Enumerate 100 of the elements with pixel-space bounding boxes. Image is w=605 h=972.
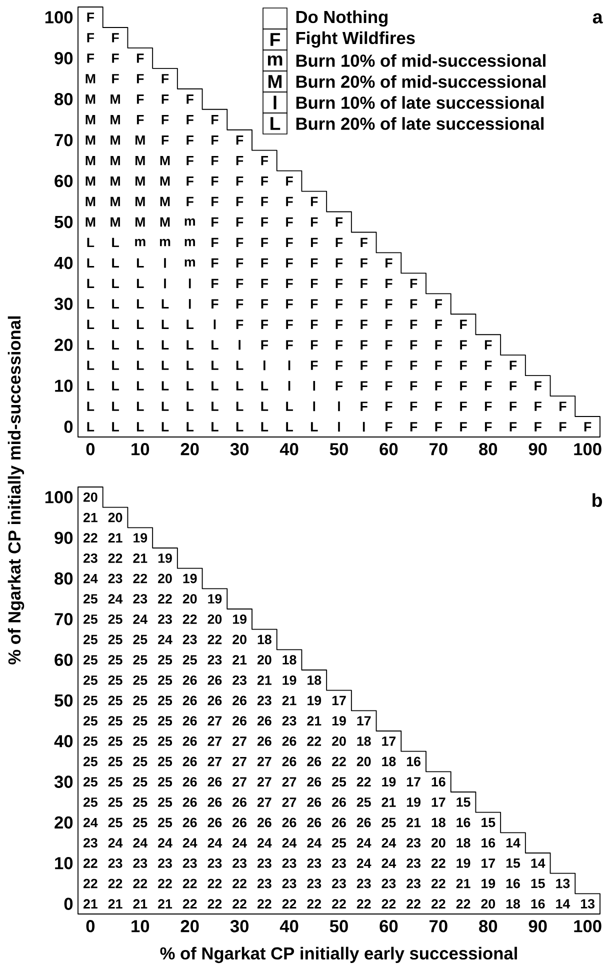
data-label: 25: [182, 655, 197, 665]
y-tick-label: 50: [54, 216, 73, 228]
text: F: [584, 422, 592, 432]
data-label: 26: [307, 756, 322, 766]
text: F: [186, 94, 194, 104]
data-label: 23: [406, 878, 421, 888]
data-label: 22: [307, 736, 322, 746]
text: F: [560, 402, 566, 411]
x-tick-label: 80: [479, 443, 498, 456]
data-label: 26: [182, 777, 197, 787]
x-tick-label: 90: [528, 443, 547, 456]
text: L: [286, 422, 293, 432]
data-label: 25: [133, 736, 148, 746]
text: F: [534, 381, 542, 390]
data-label: 23: [208, 858, 222, 868]
text: F: [386, 402, 392, 411]
y-tick-label: 60: [54, 654, 73, 666]
text: m: [135, 238, 146, 246]
text: F: [534, 402, 542, 411]
text: F: [386, 278, 392, 288]
data-label: 25: [83, 655, 98, 665]
text: l: [338, 422, 340, 432]
y-tick-label: 20: [54, 338, 73, 351]
text: F: [360, 278, 368, 288]
data-label: 23: [232, 858, 247, 868]
data-label: 26: [208, 797, 222, 807]
text: L: [87, 381, 94, 390]
text: L: [162, 381, 169, 390]
data-label: 24: [382, 838, 396, 848]
data-label: 17: [332, 696, 346, 706]
text: F: [186, 136, 194, 145]
data-label: 23: [307, 858, 322, 868]
y-tick-label: 80: [54, 572, 73, 585]
data-label: 25: [133, 675, 148, 685]
data-label: 19: [134, 533, 148, 543]
text: F: [336, 360, 343, 370]
data-label: 23: [108, 574, 122, 584]
text: L: [162, 340, 169, 350]
y-tick-label: 50: [54, 694, 73, 707]
data-label: 23: [108, 858, 122, 868]
text: F: [435, 340, 442, 350]
data-label: 19: [232, 614, 246, 624]
data-label: 24: [83, 818, 98, 828]
text: M: [160, 176, 170, 186]
text: F: [261, 196, 268, 206]
data-label: 25: [133, 696, 148, 706]
data-label: 21: [257, 676, 272, 685]
data-label: 25: [382, 818, 396, 828]
text: l: [313, 380, 316, 391]
text: F: [162, 115, 169, 124]
text: M: [86, 94, 96, 104]
text: M: [110, 217, 120, 227]
text: F: [162, 94, 169, 104]
data-label: 22: [406, 899, 420, 908]
x-tick-label: 60: [380, 443, 398, 456]
data-label: 26: [332, 818, 346, 828]
data-label: 25: [158, 716, 172, 726]
data-label: 22: [182, 899, 197, 908]
y-axis-title: % of Ngarkat CP initially mid-successional: [8, 316, 24, 664]
text: L: [136, 299, 144, 308]
text: F: [261, 217, 268, 227]
data-label: 25: [133, 818, 148, 828]
data-label: 24: [108, 838, 123, 848]
data-label: 20: [83, 492, 98, 502]
text: M: [110, 196, 120, 206]
text: M: [135, 156, 145, 166]
data-label: 23: [133, 594, 148, 604]
text: F: [410, 340, 418, 350]
text: F: [286, 320, 293, 329]
data-label: 24: [382, 858, 396, 868]
data-label: 22: [208, 634, 222, 644]
data-label: 25: [83, 777, 98, 787]
data-label: 15: [456, 798, 470, 807]
x-tick-label: 100: [574, 443, 602, 456]
data-label: 20: [158, 574, 172, 584]
text: F: [435, 381, 442, 390]
text: L: [87, 340, 94, 350]
data-label: 18: [308, 675, 322, 685]
data-label: 25: [108, 777, 122, 787]
x-tick-label: 50: [330, 920, 348, 932]
text: L: [212, 360, 218, 370]
data-label: 25: [158, 756, 172, 766]
text: F: [460, 320, 467, 329]
text: F: [212, 299, 218, 308]
text: L: [236, 422, 244, 432]
text: F: [236, 156, 244, 166]
y-tick-label: 100: [45, 491, 73, 504]
text: L: [136, 278, 144, 288]
text: M: [160, 196, 170, 206]
text: F: [261, 340, 268, 350]
text: F: [286, 299, 293, 308]
data-label: 25: [108, 716, 122, 726]
x-tick-label: 10: [132, 443, 150, 456]
text: F: [310, 320, 318, 329]
data-label: 24: [133, 614, 148, 624]
data-label: 25: [158, 655, 172, 665]
data-label: 24: [133, 838, 148, 848]
data-label: 19: [208, 594, 222, 604]
data-label: 26: [182, 696, 197, 706]
data-label: 22: [158, 594, 172, 604]
